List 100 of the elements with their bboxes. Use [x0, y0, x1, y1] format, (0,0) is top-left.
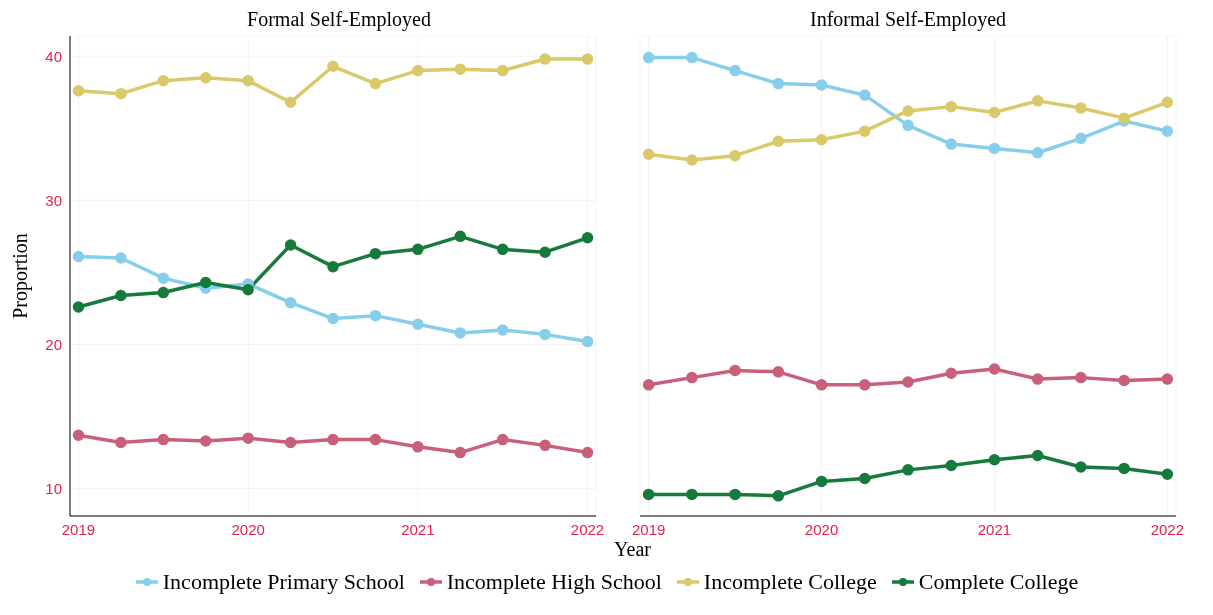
point: [199, 435, 212, 447]
point: [327, 60, 339, 73]
point: [1031, 373, 1044, 385]
point: [815, 79, 828, 91]
point: [284, 239, 297, 251]
chart-title: Informal Self-Employed: [808, 8, 1008, 33]
point: [412, 64, 424, 77]
point: [496, 433, 509, 446]
point: [115, 87, 127, 100]
point: [815, 379, 828, 391]
legend-label: Complete College: [918, 569, 1079, 595]
y-tick-label: 40: [45, 47, 62, 65]
point: [72, 85, 85, 97]
point: [1118, 462, 1130, 475]
point: [284, 296, 297, 309]
y-tick-label: 10: [45, 479, 62, 497]
point: [1161, 96, 1174, 109]
point: [686, 488, 698, 501]
x-tick-label: 2022: [570, 520, 605, 538]
point: [199, 276, 212, 289]
point: [988, 106, 1001, 119]
y-axis-title: Proportion: [9, 233, 33, 319]
point: [496, 64, 509, 77]
x-axis-title: Year: [613, 538, 652, 561]
point: [199, 72, 212, 84]
point: [772, 77, 785, 90]
point: [859, 125, 871, 137]
point: [1031, 147, 1044, 159]
point: [988, 454, 1001, 466]
point: [1075, 461, 1087, 473]
point: [902, 105, 914, 117]
x-tick-label: 2019: [631, 520, 666, 538]
point: [327, 433, 339, 446]
point: [369, 247, 382, 260]
point: [454, 230, 467, 243]
point: [642, 148, 655, 160]
point: [581, 446, 594, 459]
point: [412, 318, 424, 331]
point: [581, 335, 594, 348]
point: [729, 149, 741, 162]
point: [157, 286, 170, 299]
point: [242, 283, 254, 296]
point: [284, 436, 297, 449]
point: [72, 429, 85, 442]
point: [686, 371, 698, 384]
y-tick-label: 20: [45, 335, 62, 353]
x-tick-label: 2022: [1150, 520, 1185, 538]
point: [539, 53, 551, 65]
x-tick-label: 2021: [401, 520, 435, 538]
point: [642, 488, 655, 501]
point: [454, 327, 467, 339]
point: [327, 312, 339, 325]
point: [454, 446, 467, 459]
point: [815, 134, 828, 146]
point: [412, 243, 424, 256]
point: [729, 64, 741, 77]
point: [1161, 468, 1174, 480]
point: [945, 367, 957, 380]
point: [539, 439, 551, 452]
point: [686, 51, 698, 64]
point: [284, 96, 297, 109]
y-tick-label: 30: [45, 191, 62, 209]
point: [859, 472, 871, 485]
point: [157, 74, 170, 87]
point: [496, 243, 509, 256]
legend-label: Incomplete High School: [446, 569, 662, 595]
x-tick-label: 2019: [61, 520, 96, 538]
chart-title: Formal Self-Employed: [246, 8, 432, 33]
point: [242, 74, 254, 87]
point: [642, 51, 655, 64]
point: [988, 142, 1001, 155]
point: [157, 272, 170, 284]
legend-label: Incomplete Primary School: [162, 569, 405, 595]
x-tick-label: 2020: [804, 520, 839, 538]
point: [1075, 102, 1087, 114]
point: [1161, 125, 1174, 137]
point: [496, 324, 509, 336]
point: [369, 433, 382, 446]
point: [327, 260, 339, 273]
point: [945, 459, 957, 472]
point: [369, 77, 382, 90]
point: [72, 250, 85, 263]
point: [902, 119, 914, 132]
point: [539, 246, 551, 258]
point: [454, 63, 467, 75]
point: [115, 252, 127, 264]
point: [729, 488, 741, 501]
point: [815, 475, 828, 488]
point: [945, 138, 957, 150]
point: [729, 364, 741, 377]
point: [1031, 95, 1044, 107]
point: [772, 490, 785, 502]
point: [772, 135, 785, 147]
point: [686, 154, 698, 166]
point: [581, 232, 594, 244]
point: [412, 441, 424, 453]
point: [115, 436, 127, 449]
point: [642, 379, 655, 391]
point: [1161, 373, 1174, 385]
point: [988, 363, 1001, 375]
